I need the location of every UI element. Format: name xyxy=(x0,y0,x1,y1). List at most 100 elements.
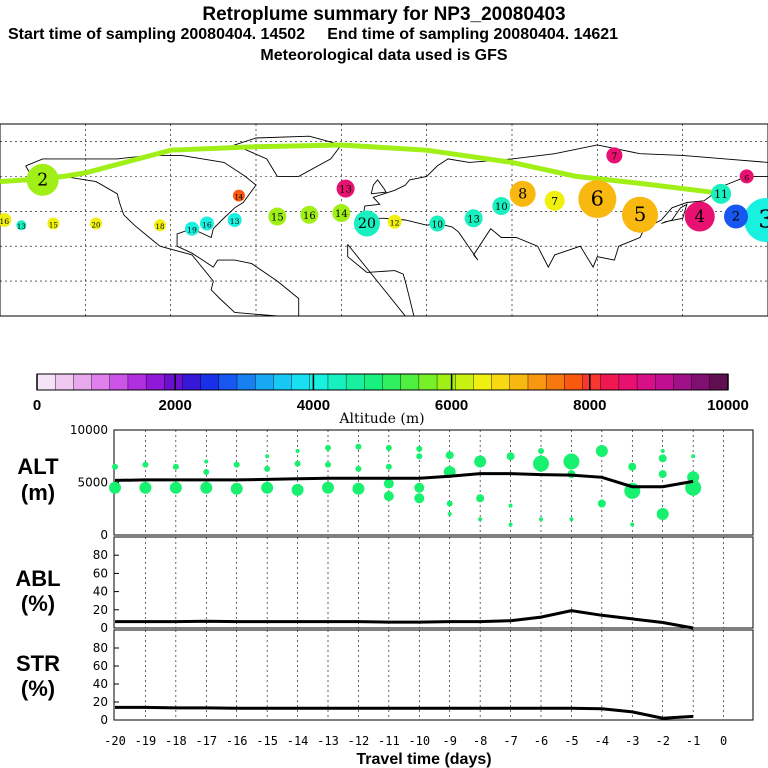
colorbar-swatch xyxy=(436,373,456,391)
map-point-label: 13 xyxy=(339,185,352,196)
map-point-label: 15 xyxy=(49,221,58,229)
colorbar-swatch xyxy=(255,373,274,391)
scatter-point xyxy=(508,522,513,527)
scatter-point xyxy=(660,449,665,453)
colorbar-swatch xyxy=(145,373,165,391)
map-point xyxy=(47,217,60,230)
scatter-point xyxy=(352,482,365,495)
x-tick-label: -19 xyxy=(135,734,157,748)
map-point xyxy=(509,180,536,207)
x-tick-label: -2 xyxy=(655,734,669,748)
map-point xyxy=(90,217,102,230)
map-point-label: 7 xyxy=(612,152,618,162)
colorbar-swatch xyxy=(91,373,111,391)
colorbar-swatch xyxy=(127,373,147,391)
map-point-label: 10 xyxy=(432,220,444,230)
map-point-label: 6 xyxy=(744,173,749,182)
y-axis-unit: (m) xyxy=(21,480,55,505)
map-point xyxy=(684,201,715,232)
scatter-point xyxy=(506,452,515,461)
map-point xyxy=(606,147,623,164)
map-point xyxy=(336,179,355,198)
scatter-point xyxy=(446,500,453,507)
y-tick-label: 80 xyxy=(93,548,108,562)
scatter-point xyxy=(355,465,362,472)
map-point-label: 3 xyxy=(758,206,768,234)
y-tick-label: 60 xyxy=(93,659,108,673)
map-coastlines xyxy=(25,135,768,317)
scatter-point xyxy=(687,471,700,484)
map-point xyxy=(232,189,245,202)
scatter-point xyxy=(416,453,423,460)
panel-alt: 0 5000 10000 ALT(m) xyxy=(17,423,754,542)
map-point-label: 4 xyxy=(694,207,705,226)
map-point-label: 16 xyxy=(303,211,316,222)
colorbar-swatch xyxy=(491,373,511,391)
map-point-label: 11 xyxy=(714,188,728,201)
scatter-point xyxy=(142,461,149,468)
scatter-point xyxy=(261,481,274,494)
map-point xyxy=(492,197,511,216)
chart-title: Retroplume summary for NP3_20080403 xyxy=(202,4,566,25)
map-point-label: 16 xyxy=(0,217,9,226)
colorbar-swatch xyxy=(455,373,474,391)
colorbar-tick-label: 8000 xyxy=(573,397,606,414)
colorbar-swatch xyxy=(182,373,202,391)
coastline-3 xyxy=(347,244,415,317)
map-point-label: 14 xyxy=(234,194,243,202)
colorbar-swatch xyxy=(600,373,620,391)
colorbar-swatch xyxy=(400,373,420,391)
colorbar-swatch xyxy=(673,373,693,391)
scatter-point xyxy=(533,455,549,472)
colorbar-swatch xyxy=(36,373,56,391)
map-point xyxy=(26,163,59,196)
scatter-point xyxy=(139,481,152,494)
x-tick-label: -6 xyxy=(534,734,548,748)
colorbar-tick-label: 10000 xyxy=(707,397,749,414)
colorbar-swatch xyxy=(527,373,547,391)
x-tick-label: -3 xyxy=(625,734,639,748)
x-tick-label: -20 xyxy=(104,734,126,748)
scatter-point xyxy=(383,491,394,502)
map-point-label: 20 xyxy=(92,221,101,229)
x-tick-label: -8 xyxy=(473,734,487,748)
colorbar-swatch xyxy=(73,373,93,391)
scatter-point xyxy=(385,444,392,451)
scatter-point xyxy=(355,443,362,450)
map-point xyxy=(0,213,12,227)
map-point xyxy=(268,207,287,226)
y-tick-label: 20 xyxy=(93,603,108,617)
alt-line xyxy=(114,472,694,489)
map-point xyxy=(724,204,748,229)
colorbar-swatch xyxy=(655,373,674,391)
colorbar-swatch xyxy=(273,373,293,391)
abl-line xyxy=(115,609,694,630)
scatter-point xyxy=(656,508,669,520)
map-point xyxy=(185,221,199,236)
scatter-point xyxy=(112,463,118,470)
colorbar-swatch xyxy=(582,373,602,391)
scatter-point xyxy=(416,445,423,452)
map-point xyxy=(622,196,658,233)
scatter-point xyxy=(325,461,331,468)
scatter-point xyxy=(172,463,179,470)
scatter-point xyxy=(685,479,702,496)
x-tick-label: -12 xyxy=(348,734,370,748)
map-point xyxy=(744,198,768,242)
x-tick-label: -1 xyxy=(686,734,700,748)
map-point xyxy=(711,183,732,204)
x-tick-label: -14 xyxy=(287,734,309,748)
colorbar-swatch xyxy=(291,373,311,391)
coastline-2 xyxy=(362,144,768,269)
scatter-point xyxy=(478,517,483,522)
map-point-label: 20 xyxy=(358,216,376,232)
map-point-label: 13 xyxy=(17,223,26,231)
map-point-label: 6 xyxy=(591,187,604,211)
x-tick-label: -7 xyxy=(503,734,517,748)
scatter-point xyxy=(294,460,301,467)
scatter-point xyxy=(628,462,637,471)
panel-frame xyxy=(113,629,754,721)
scatter-point xyxy=(508,503,513,508)
